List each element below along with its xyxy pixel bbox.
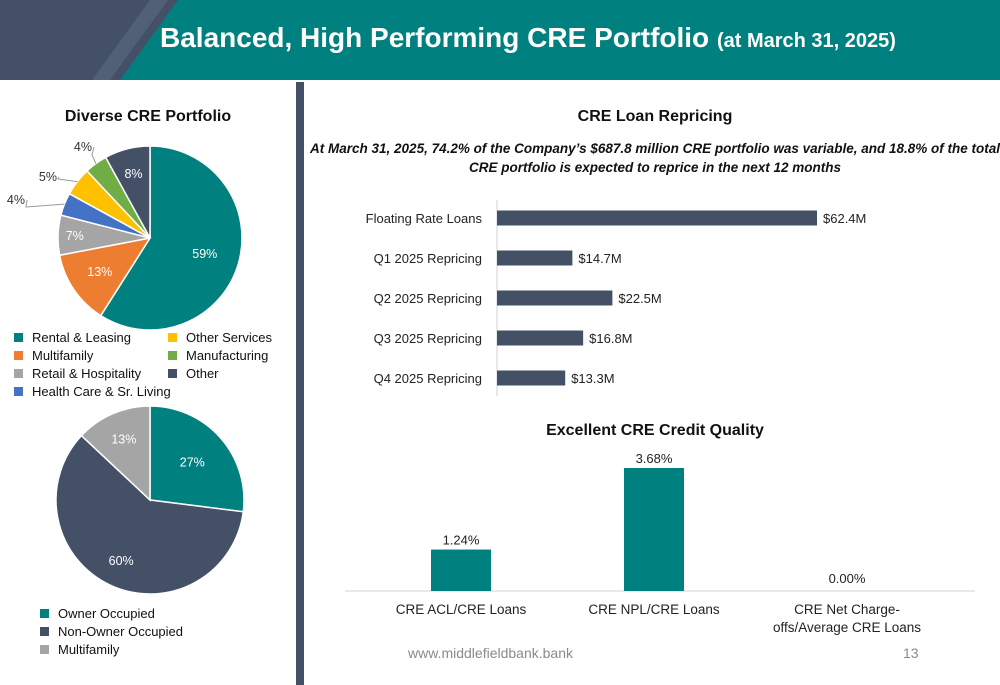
category-label: Q3 2025 Repricing bbox=[374, 331, 482, 346]
pie-data-label: 13% bbox=[87, 265, 112, 279]
legend-label: Multifamily bbox=[32, 348, 94, 363]
legend-label: Other Services bbox=[186, 330, 272, 345]
bar-value-label: $22.5M bbox=[618, 291, 661, 306]
legend-swatch bbox=[40, 627, 49, 636]
category-label: CRE Net Charge-offs/Average CRE Loans bbox=[773, 602, 921, 635]
legend-item-other-services: Other Services bbox=[168, 330, 272, 345]
pie-data-label: 59% bbox=[192, 247, 217, 261]
legend-label: Manufacturing bbox=[186, 348, 269, 363]
leader-line bbox=[91, 146, 97, 164]
bar-q3-2025-repricing bbox=[497, 330, 584, 346]
pie-data-label: 13% bbox=[111, 433, 136, 447]
category-label: Q1 2025 Repricing bbox=[374, 251, 482, 266]
header-navy-accent bbox=[92, 0, 168, 80]
pie-data-label: 4% bbox=[74, 140, 92, 154]
header-navy-shape bbox=[0, 0, 178, 80]
leader-line bbox=[25, 199, 65, 208]
pie-data-label: 8% bbox=[124, 167, 142, 181]
legend-swatch bbox=[168, 369, 177, 378]
bar-cre-acl-cre-loans bbox=[431, 549, 491, 591]
bar-cre-npl-cre-loans bbox=[624, 468, 684, 591]
legend-item-healthcare: Health Care & Sr. Living bbox=[14, 384, 171, 399]
pie-data-label: 27% bbox=[180, 456, 205, 470]
bar-value-label: $13.3M bbox=[571, 371, 614, 386]
footer-url[interactable]: www.middlefieldbank.bank bbox=[408, 645, 573, 661]
legend-item-multifamily: Multifamily bbox=[14, 348, 93, 363]
legend-label: Non-Owner Occupied bbox=[58, 624, 183, 639]
legend-label: Owner Occupied bbox=[58, 606, 155, 621]
pie-slice-other bbox=[104, 145, 151, 239]
credit-quality-title: Excellent CRE Credit Quality bbox=[546, 422, 764, 439]
legend-item-manufacturing: Manufacturing bbox=[168, 348, 268, 363]
bar-q2-2025-repricing bbox=[497, 290, 613, 306]
legend-swatch bbox=[40, 645, 49, 654]
legend-swatch bbox=[14, 351, 23, 360]
header-shapes bbox=[0, 0, 1000, 80]
legend-item-multifamily-2: Multifamily bbox=[40, 642, 119, 657]
bar-value-label: 3.68% bbox=[636, 451, 673, 466]
repricing-bar-chart: Floating Rate Loans $62.4M Q1 2025 Reprici… bbox=[366, 200, 866, 396]
bar-value-label: $14.7M bbox=[578, 251, 621, 266]
repricing-chart-title: CRE Loan Repricing bbox=[577, 108, 733, 125]
credit-quality-bar-chart: 1.24% CRE ACL/CRE Loans 3.68% CRE NPL/CRE L… bbox=[345, 451, 975, 635]
category-label: CRE NPL/CRE Loans bbox=[588, 602, 720, 617]
page-title-date: (at March 31, 2025) bbox=[716, 30, 896, 52]
legend-swatch bbox=[14, 369, 23, 378]
pie-data-label: 60% bbox=[109, 554, 134, 568]
bar-value-label: $16.8M bbox=[589, 331, 632, 346]
legend-swatch bbox=[40, 609, 49, 618]
legend-item-owner-occupied: Owner Occupied bbox=[40, 606, 155, 621]
pie-data-label: 4% bbox=[7, 193, 25, 207]
pie-data-label: 7% bbox=[66, 229, 84, 243]
page-number: 13 bbox=[903, 645, 919, 661]
pie-data-label: 5% bbox=[39, 170, 57, 184]
legend-swatch bbox=[168, 333, 177, 342]
legend-item-rental: Rental & Leasing bbox=[14, 330, 131, 345]
vertical-divider bbox=[296, 82, 304, 685]
legend-item-non-owner-occupied: Non-Owner Occupied bbox=[40, 624, 183, 639]
legend-item-other: Other bbox=[168, 366, 219, 381]
occupancy-pie-chart: 27% 60% 13% bbox=[55, 405, 245, 595]
page-title: Balanced, High Performing CRE Portfolio … bbox=[160, 22, 990, 62]
legend-swatch bbox=[14, 387, 23, 396]
page-title-main: Balanced, High Performing CRE Portfolio bbox=[160, 22, 710, 53]
legend-label: Health Care & Sr. Living bbox=[32, 384, 171, 399]
bar-value-label: 0.00% bbox=[829, 571, 866, 586]
bar-value-label: $62.4M bbox=[823, 211, 866, 226]
pie-slice-multifamily bbox=[80, 405, 151, 502]
bar-q1-2025-repricing bbox=[497, 250, 573, 266]
portfolio-pie-title: Diverse CRE Portfolio bbox=[64, 108, 232, 125]
leader-line bbox=[57, 176, 78, 183]
category-label: Floating Rate Loans bbox=[366, 211, 483, 226]
legend-label: Other bbox=[186, 366, 219, 381]
pie-slice-multifamily bbox=[58, 236, 152, 317]
portfolio-pie-legend: Rental & Leasing Multifamily Retail & Ho… bbox=[14, 330, 296, 402]
header-banner: Balanced, High Performing CRE Portfolio … bbox=[0, 0, 1000, 80]
legend-label: Retail & Hospitality bbox=[32, 366, 142, 381]
legend-label: Rental & Leasing bbox=[32, 330, 132, 345]
legend-label: Multifamily bbox=[58, 642, 120, 657]
pie-slice-non-owner-occupied bbox=[55, 434, 245, 595]
portfolio-pie-chart: 59% 13% 7% 4% 5% 4% 8% bbox=[7, 140, 243, 331]
category-label: Q2 2025 Repricing bbox=[374, 291, 482, 306]
bar-floating-rate-loans bbox=[497, 210, 817, 226]
repricing-chart-subtitle: At March 31, 2025, 74.2% of the Company’… bbox=[310, 141, 1000, 175]
bar-q4-2025-repricing bbox=[497, 370, 566, 386]
occupancy-pie-legend: Owner Occupied Non-Owner Occupied Multif… bbox=[40, 606, 296, 662]
category-label: CRE ACL/CRE Loans bbox=[396, 602, 527, 617]
bar-value-label: 1.24% bbox=[443, 533, 480, 548]
legend-swatch bbox=[168, 351, 177, 360]
category-label: Q4 2025 Repricing bbox=[374, 371, 482, 386]
legend-swatch bbox=[14, 333, 23, 342]
legend-item-retail: Retail & Hospitality bbox=[14, 366, 141, 381]
pie-slice-rental-leasing bbox=[99, 145, 243, 331]
header-teal-band bbox=[0, 0, 1000, 80]
pie-slice-owner-occupied bbox=[149, 405, 245, 513]
